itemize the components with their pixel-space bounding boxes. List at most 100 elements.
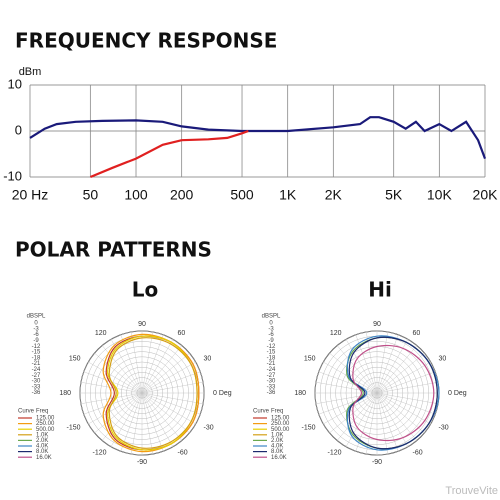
angle-tick-label: 0 Deg [448, 390, 467, 397]
legend-label: 250.00 [271, 421, 290, 427]
r-tick-label: -12 [267, 344, 276, 350]
legend-label: 8.0K [271, 449, 283, 455]
legend-label: 250.00 [36, 421, 55, 427]
r-tick-label: -15 [32, 350, 41, 356]
grid-ring [121, 372, 163, 414]
r-tick-label: -6 [33, 332, 39, 338]
legend-label: 500.00 [36, 427, 55, 433]
grid-ring [335, 351, 419, 435]
legend-header: Curve [18, 409, 35, 415]
angle-tick-label: -150 [301, 424, 315, 431]
legend-header: Curve [253, 409, 270, 415]
angle-tick-label: 120 [330, 330, 342, 337]
legend-label: 16.0K [271, 455, 287, 461]
legend-label: 125.00 [271, 416, 290, 422]
x-tick-label: 20 Hz [12, 187, 49, 203]
angle-tick-label: 90 [138, 321, 146, 328]
x-tick-label: 50 [83, 187, 99, 203]
chart-title: FREQUENCY RESPONSE [15, 29, 277, 53]
grid-ring [95, 346, 189, 440]
polar-series [107, 335, 198, 451]
x-tick-label: 100 [124, 187, 148, 203]
r-tick-label: -12 [32, 344, 41, 350]
grid-ring [79, 330, 205, 456]
r-tick-label: -6 [268, 332, 274, 338]
r-axis-label: dBSPL [262, 314, 281, 320]
r-tick-label: -27 [32, 373, 41, 379]
legend-label: 1.0K [271, 432, 283, 438]
grid-ring [340, 356, 414, 430]
x-tick-label: 20K [473, 187, 499, 203]
grid-ring [371, 387, 383, 399]
y-tick-label: 0 [15, 122, 22, 137]
grid-ring [126, 377, 158, 409]
r-tick-label: 0 [34, 321, 38, 327]
watermark: TrouveVite [445, 485, 498, 497]
grid-ring [100, 351, 184, 435]
grid-ring [350, 366, 404, 420]
r-tick-label: -3 [33, 326, 39, 332]
r-tick-label: -30 [32, 379, 41, 385]
legend-label: 4.0K [36, 444, 48, 450]
legend-header: Freq [271, 409, 283, 415]
angle-tick-label: 150 [304, 355, 316, 362]
r-tick-label: -36 [267, 390, 276, 396]
angle-tick-label: 120 [95, 330, 107, 337]
y-tick-label: 10 [8, 76, 22, 91]
grid-ring [376, 392, 378, 394]
angle-tick-label: 0 Deg [213, 390, 232, 397]
x-tick-label: 200 [170, 187, 194, 203]
r-tick-label: 0 [269, 321, 273, 327]
r-tick-label: -24 [267, 367, 276, 373]
polar-title: Lo [132, 278, 158, 302]
angle-tick-label: 60 [178, 330, 186, 337]
angle-tick-label: -90 [372, 459, 382, 466]
angle-tick-label: -60 [413, 450, 423, 457]
r-tick-label: -33 [32, 384, 41, 390]
grid-ring [136, 387, 148, 399]
r-tick-label: -18 [32, 355, 41, 361]
line-series [89, 129, 249, 179]
r-tick-label: -3 [268, 326, 274, 332]
r-axis-label: dBSPL [27, 314, 46, 320]
legend-label: 8.0K [36, 449, 48, 455]
angle-tick-label: -60 [178, 450, 188, 457]
y-axis-label: dBm [19, 66, 42, 78]
polar-series [348, 336, 438, 450]
r-tick-label: -33 [267, 384, 276, 390]
r-tick-label: -30 [267, 379, 276, 385]
x-tick-label: 1K [279, 187, 297, 203]
angle-tick-label: 180 [59, 390, 71, 397]
grid-ring [105, 356, 179, 430]
angle-tick-label: -30 [203, 424, 213, 431]
legend-label: 2.0K [36, 438, 48, 444]
grid-ring [325, 341, 429, 445]
x-tick-label: 10K [427, 187, 453, 203]
r-tick-label: -21 [32, 361, 41, 367]
angle-tick-label: -120 [92, 450, 106, 457]
y-tick-label: -10 [3, 168, 22, 183]
angle-tick-label: 30 [203, 355, 211, 362]
legend-header: Freq [36, 409, 48, 415]
legend-label: 500.00 [271, 427, 290, 433]
r-tick-label: -27 [267, 373, 276, 379]
angle-tick-label: 90 [373, 321, 381, 328]
r-tick-label: -18 [267, 355, 276, 361]
grid-ring [131, 382, 153, 404]
grid-ring [345, 361, 409, 425]
legend-label: 125.00 [36, 416, 55, 422]
grid-ring [90, 341, 194, 445]
angle-tick-label: -90 [137, 459, 147, 466]
x-tick-label: 2K [325, 187, 343, 203]
polar-series [108, 337, 198, 449]
x-tick-label: 5K [385, 187, 403, 203]
r-tick-label: -15 [267, 350, 276, 356]
angle-tick-label: 30 [438, 355, 446, 362]
legend-label: 4.0K [271, 444, 283, 450]
legend-label: 1.0K [36, 432, 48, 438]
angle-tick-label: 180 [294, 390, 306, 397]
r-tick-label: -21 [267, 361, 276, 367]
angle-tick-label: -30 [438, 424, 448, 431]
angle-tick-label: -150 [66, 424, 80, 431]
